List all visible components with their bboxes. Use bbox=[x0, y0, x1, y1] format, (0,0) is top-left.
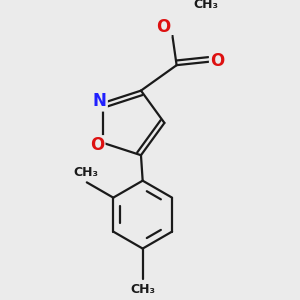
Text: N: N bbox=[93, 92, 106, 110]
Text: CH₃: CH₃ bbox=[74, 166, 98, 179]
Text: CH₃: CH₃ bbox=[130, 283, 155, 296]
Text: CH₃: CH₃ bbox=[194, 0, 219, 11]
Text: O: O bbox=[210, 52, 224, 70]
Text: O: O bbox=[90, 136, 104, 154]
Text: O: O bbox=[156, 18, 170, 36]
